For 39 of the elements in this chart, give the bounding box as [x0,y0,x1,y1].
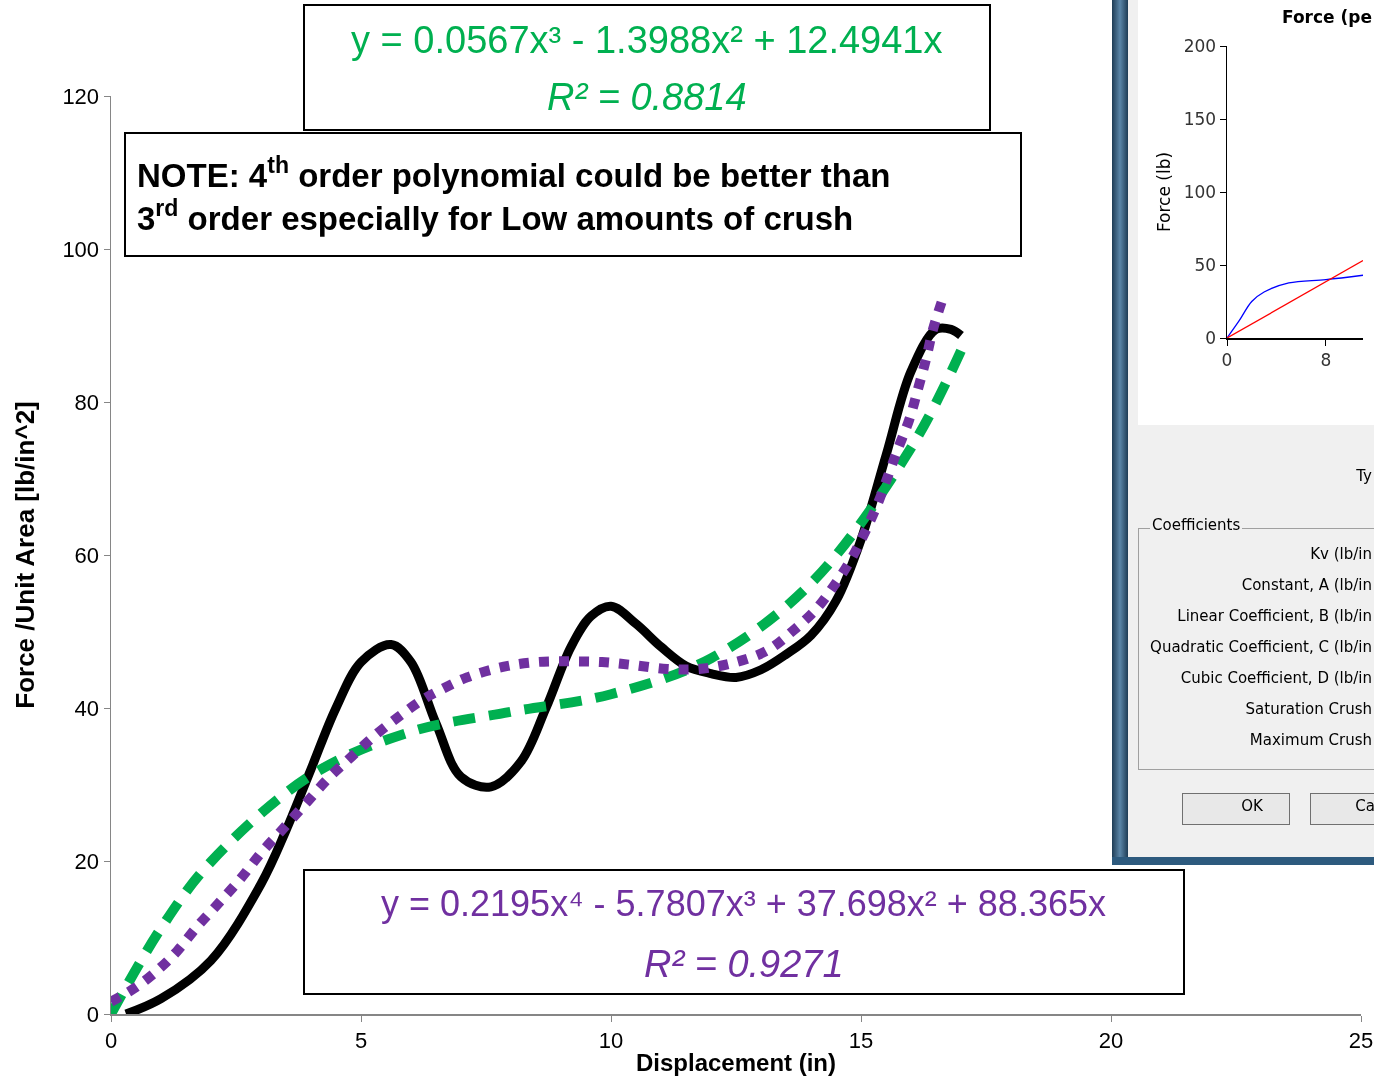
y-tick-label: 80 [74,389,100,415]
annotation: Quadratic Coefficient, C (lb/in [1150,638,1372,656]
x-tick-label: 15 [848,1027,874,1053]
annotation: y = 0.2195x⁴ - 5.7807x³ + 37.698x² + 88.365x [381,883,1106,924]
y-tick-label: 200 [1183,35,1217,56]
y-tick-label: 20 [74,848,100,874]
y-tick-label: 100 [62,236,100,262]
chart-title: Force (pe [1282,6,1372,27]
annotation: Ty [1356,467,1372,485]
text: y = 0.0567x³ - 1.3988x² + 12.4941x [351,19,943,61]
y-tick-label: 60 [74,542,100,568]
y-axis-title: Force /Unit Area [lb/in^2] [10,401,41,709]
annotation: Saturation Crush [1245,700,1372,718]
y-tick-label: 150 [1183,108,1217,129]
x-axis-title: Displacement (in) [635,1048,837,1076]
annotation: Coefficients [1150,516,1243,534]
annotation: Cubic Coefficient, D (lb/in [1180,669,1372,687]
y-tick-label: 50 [1194,254,1217,275]
x-tick-label: 25 [1348,1027,1374,1053]
y-tick-label: 100 [1183,181,1217,202]
y-tick-label: 0 [86,1001,100,1027]
text: NOTE: 4$^{th}$ order polynomial could be better than 3$^{rd}$ order especially for Low amounts of crush [137,152,891,237]
annotation: R² = 0.9271 [644,943,844,985]
annotation: Ca [1355,797,1374,815]
y-axis-title: Force (lb) [1154,151,1175,233]
annotation: Constant, A (lb/in [1241,576,1372,594]
x-tick-label: 0 [104,1027,118,1053]
annotation: R² = 0.8814 [547,76,747,118]
annotation: Kv (lb/in [1310,545,1372,563]
annotation: Linear Coefficient, B (lb/in [1177,607,1372,625]
annotation: OK [1241,797,1263,815]
x-tick-label: 10 [598,1027,624,1053]
y-tick-label: 40 [74,695,100,721]
y-tick-label: 0 [1205,327,1217,348]
x-tick-label: 5 [354,1027,368,1053]
x-tick-label: 8 [1320,349,1332,370]
y-tick-label: 120 [62,83,100,109]
x-tick-label: 20 [1098,1027,1124,1053]
annotation: Maximum Crush [1249,731,1372,749]
